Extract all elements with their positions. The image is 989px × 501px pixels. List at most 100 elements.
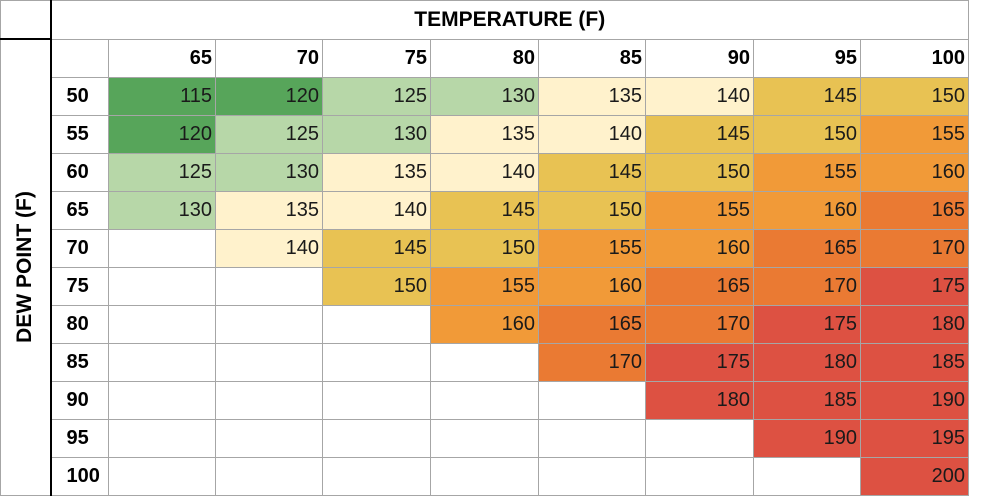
heat-cell: 145 xyxy=(753,76,861,116)
heat-cell: 185 xyxy=(753,380,861,420)
heat-cell xyxy=(322,380,431,420)
heat-cell: 115 xyxy=(108,76,216,116)
column-header-row: DEW POINT (F) 65 70 75 80 85 90 95 100 xyxy=(0,38,969,496)
row-dewpoint-65: 65 130 135 140 145 150 155 160 165 xyxy=(1,190,969,230)
heat-cell: 150 xyxy=(538,190,646,230)
heat-cell xyxy=(215,418,323,458)
heat-cell: 150 xyxy=(430,228,539,268)
heat-cell: 160 xyxy=(753,190,861,230)
heat-cell: 185 xyxy=(860,342,969,382)
heat-cell: 190 xyxy=(753,418,861,458)
heat-cell: 170 xyxy=(645,304,754,344)
heat-cell: 155 xyxy=(860,114,969,154)
heat-cell: 135 xyxy=(322,152,431,192)
heat-cell: 175 xyxy=(645,342,754,382)
heat-cell xyxy=(215,304,323,344)
heat-cell: 160 xyxy=(645,228,754,268)
heat-cell xyxy=(430,380,539,420)
row-header-95: 95 xyxy=(50,418,109,458)
heat-cell: 200 xyxy=(860,456,969,496)
column-header-70: 70 xyxy=(215,38,323,78)
row-header-90: 90 xyxy=(50,380,109,420)
heat-cell xyxy=(215,380,323,420)
row-header-70: 70 xyxy=(50,228,109,268)
heat-cell xyxy=(430,456,539,496)
column-header-100: 100 xyxy=(860,38,969,78)
heat-cell xyxy=(430,342,539,382)
heat-cell xyxy=(753,456,861,496)
heat-cell xyxy=(322,342,431,382)
heat-cell: 145 xyxy=(430,190,539,230)
heat-cell xyxy=(645,418,754,458)
heat-cell: 145 xyxy=(538,152,646,192)
heat-cell: 150 xyxy=(860,76,969,116)
heat-cell: 140 xyxy=(322,190,431,230)
x-axis-title: TEMPERATURE (F) xyxy=(49,0,969,40)
row-header-80: 80 xyxy=(50,304,109,344)
heat-cell: 130 xyxy=(215,152,323,192)
heat-cell: 195 xyxy=(860,418,969,458)
y-axis-title-cell: DEW POINT (F) xyxy=(0,38,52,496)
y-axis-title: DEW POINT (F) xyxy=(13,191,37,344)
heat-cell xyxy=(322,456,431,496)
heat-cell xyxy=(108,266,216,306)
heat-cell xyxy=(108,380,216,420)
heat-cell: 135 xyxy=(430,114,539,154)
heat-cell: 135 xyxy=(215,190,323,230)
heat-cell: 160 xyxy=(860,152,969,192)
row-dewpoint-80: 80 160 165 170 175 180 xyxy=(1,304,969,344)
heat-cell: 140 xyxy=(538,114,646,154)
heat-cell: 130 xyxy=(108,190,216,230)
column-header-65: 65 xyxy=(108,38,216,78)
heatmap-table: TEMPERATURE (F) DEW POINT (F) 65 70 75 80 85 90… xyxy=(0,0,969,496)
row-dewpoint-85: 85 170 175 180 185 xyxy=(1,342,969,382)
heat-cell: 160 xyxy=(430,304,539,344)
row-dewpoint-60: 60 125 130 135 140 145 150 155 160 xyxy=(1,152,969,192)
heat-cell: 125 xyxy=(322,76,431,116)
row-dewpoint-55: 55 120 125 130 135 140 145 150 155 xyxy=(1,114,969,154)
row-dewpoint-95: 95 190 195 xyxy=(1,418,969,458)
heat-cell: 190 xyxy=(860,380,969,420)
row-dewpoint-75: 75 150 155 160 165 170 175 xyxy=(1,266,969,306)
heat-cell xyxy=(108,456,216,496)
heat-cell: 155 xyxy=(538,228,646,268)
heat-cell xyxy=(322,304,431,344)
heat-cell: 130 xyxy=(322,114,431,154)
heat-cell xyxy=(538,380,646,420)
heat-cell: 125 xyxy=(215,114,323,154)
heat-cell xyxy=(108,342,216,382)
heat-cell xyxy=(538,418,646,458)
heat-cell: 130 xyxy=(430,76,539,116)
heat-cell: 175 xyxy=(753,304,861,344)
row-header-100: 100 xyxy=(50,456,109,496)
heat-cell: 155 xyxy=(645,190,754,230)
heat-cell: 140 xyxy=(645,76,754,116)
heat-cell: 170 xyxy=(860,228,969,268)
heat-cell: 120 xyxy=(215,76,323,116)
heat-cell: 150 xyxy=(645,152,754,192)
heat-cell: 150 xyxy=(753,114,861,154)
header-corner xyxy=(49,38,109,78)
row-dewpoint-90: 90 180 185 190 xyxy=(1,380,969,420)
heat-cell: 150 xyxy=(322,266,431,306)
column-header-90: 90 xyxy=(645,38,754,78)
heat-cell: 175 xyxy=(860,266,969,306)
heat-cell: 170 xyxy=(753,266,861,306)
row-header-55: 55 xyxy=(50,114,109,154)
row-dewpoint-50: 50 115 120 125 130 135 140 145 150 xyxy=(1,76,969,116)
corner-blank xyxy=(0,0,52,40)
heat-cell: 125 xyxy=(108,152,216,192)
heat-cell: 180 xyxy=(645,380,754,420)
heat-cell: 155 xyxy=(430,266,539,306)
row-dewpoint-70: 70 140 145 150 155 160 165 170 xyxy=(1,228,969,268)
row-header-60: 60 xyxy=(50,152,109,192)
column-header-75: 75 xyxy=(322,38,431,78)
row-header-50: 50 xyxy=(50,76,109,116)
heat-cell: 165 xyxy=(753,228,861,268)
heat-cell: 165 xyxy=(645,266,754,306)
row-dewpoint-100: 100 200 xyxy=(1,456,969,496)
heat-cell: 160 xyxy=(538,266,646,306)
heat-cell: 170 xyxy=(538,342,646,382)
heat-cell: 135 xyxy=(538,76,646,116)
